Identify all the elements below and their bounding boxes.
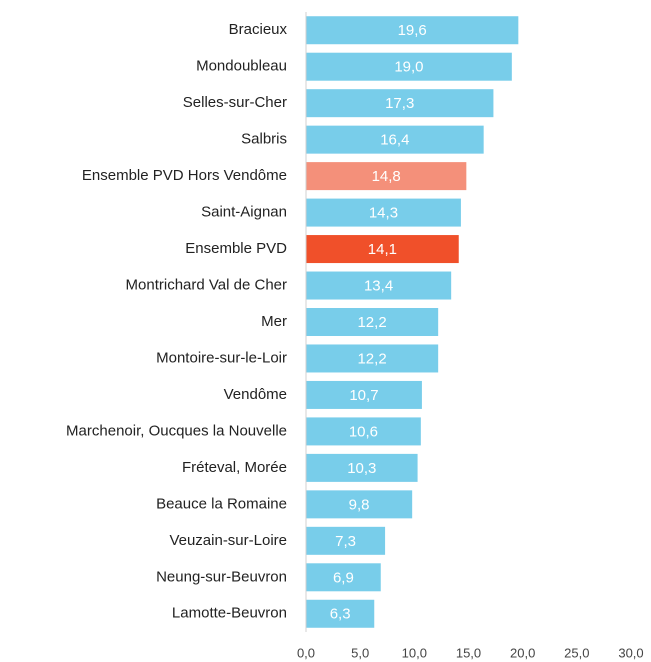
value-label: 17,3 — [385, 95, 414, 112]
value-label: 12,2 — [357, 314, 386, 331]
bar — [306, 563, 381, 592]
bar — [306, 380, 422, 409]
bar — [306, 490, 413, 519]
y-tick-label: Saint-Aignan — [201, 204, 287, 221]
y-tick-label: Bracieux — [229, 21, 288, 38]
y-tick-label: Marchenoir, Oucques la Nouvelle — [66, 422, 287, 439]
x-tick-label: 0,0 — [297, 645, 315, 660]
x-tick-label: 15,0 — [456, 645, 481, 660]
y-tick-label: Beauce la Romaine — [156, 495, 287, 512]
x-tick-label: 20,0 — [510, 645, 535, 660]
value-label: 6,9 — [333, 569, 354, 586]
y-tick-label: Selles-sur-Cher — [183, 94, 287, 111]
bar — [306, 344, 439, 373]
bar — [306, 417, 421, 446]
x-tick-label: 5,0 — [351, 645, 369, 660]
value-label: 10,3 — [347, 460, 376, 477]
value-label: 10,7 — [349, 387, 378, 404]
value-label: 14,1 — [368, 241, 397, 258]
y-tick-label: Ensemble PVD Hors Vendôme — [82, 167, 287, 184]
bar — [306, 599, 375, 628]
y-tick-label: Mer — [261, 313, 287, 330]
y-tick-label: Ensemble PVD — [185, 240, 287, 257]
y-tick-label: Veuzain-sur-Loire — [169, 532, 287, 549]
value-label: 19,6 — [398, 22, 427, 39]
y-tick-label: Montoire-sur-le-Loir — [156, 349, 287, 366]
y-tick-label: Fréteval, Morée — [182, 459, 287, 476]
value-label: 12,2 — [357, 350, 386, 367]
bar — [306, 526, 386, 555]
x-tick-label: 10,0 — [402, 645, 427, 660]
y-tick-label: Neung-sur-Beuvron — [156, 568, 287, 585]
y-tick-label: Montrichard Val de Cher — [126, 276, 287, 293]
bar — [306, 162, 467, 191]
value-label: 13,4 — [364, 277, 393, 294]
y-tick-label: Vendôme — [224, 386, 287, 403]
y-tick-label: Mondoubleau — [196, 58, 287, 75]
y-tick-label: Salbris — [241, 131, 287, 148]
value-label: 7,3 — [335, 533, 356, 550]
x-tick-label: 25,0 — [564, 645, 589, 660]
value-label: 6,3 — [330, 606, 351, 623]
value-label: 10,6 — [349, 423, 378, 440]
x-tick-label: 30,0 — [618, 645, 643, 660]
bar — [306, 235, 459, 264]
value-label: 9,8 — [349, 496, 370, 513]
bar — [306, 16, 519, 45]
bar — [306, 308, 439, 336]
value-label: 16,4 — [380, 132, 409, 149]
value-label: 14,3 — [369, 205, 398, 222]
bar — [306, 52, 512, 81]
y-tick-label: Lamotte-Beuvron — [172, 605, 287, 622]
bar — [306, 198, 461, 227]
bar — [306, 89, 494, 118]
bar — [306, 271, 452, 300]
bar — [306, 125, 484, 154]
value-label: 19,0 — [394, 59, 423, 76]
value-label: 14,8 — [372, 168, 401, 185]
bar — [306, 453, 418, 482]
